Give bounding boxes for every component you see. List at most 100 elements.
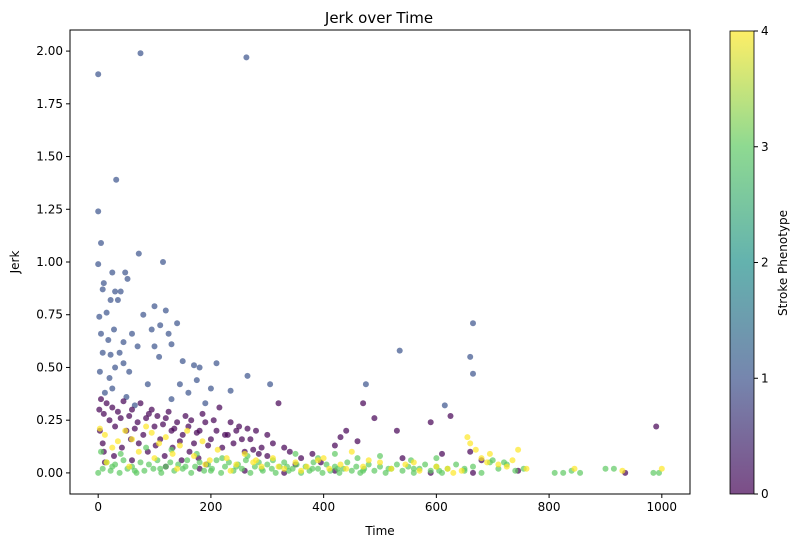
data-point [422,461,429,468]
data-point [486,450,493,457]
data-point [160,421,166,428]
data-point [382,469,389,476]
data-point [577,469,584,476]
data-point [143,415,150,422]
data-point [365,461,372,468]
data-point [444,465,451,472]
data-point [176,438,183,445]
data-point [151,303,158,310]
data-point [191,362,197,369]
data-point [100,410,107,417]
data-point [253,427,259,434]
data-point [99,349,106,356]
data-point [124,275,131,282]
data-point [523,465,530,472]
data-point [216,404,223,411]
data-point [472,446,479,453]
data-point [201,467,208,474]
data-point [162,463,169,470]
data-point [99,286,106,293]
data-point [326,465,333,472]
y-tick-label: 0.00 [36,466,63,480]
data-point [268,465,275,472]
data-point [96,425,103,432]
data-point [96,313,103,320]
data-point [135,440,142,447]
y-tick-label: 0.25 [36,413,63,427]
y-tick-label: 0.50 [36,360,63,374]
data-point [348,467,355,474]
data-point [143,444,150,451]
data-point [117,288,124,295]
data-point [281,469,288,476]
data-point [206,457,213,464]
data-point [410,459,417,466]
data-point [135,448,142,455]
data-point [174,320,181,327]
data-point [344,459,351,466]
data-point [120,457,127,464]
data-point [111,453,117,459]
data-point [393,427,400,434]
data-point [269,455,276,462]
data-point [151,343,158,350]
data-point [320,455,327,462]
data-point [202,461,209,468]
data-point [106,417,113,424]
data-point [360,463,367,470]
data-point [145,461,152,468]
data-point [241,450,248,457]
data-point [154,413,161,419]
data-point [495,465,502,472]
data-point [95,469,102,476]
data-point [184,457,191,464]
data-point [416,467,423,474]
data-point [214,446,221,453]
data-point [264,431,271,438]
data-point [233,461,240,468]
data-point [160,259,166,265]
data-point [560,469,567,476]
data-point [267,381,274,388]
data-point [129,457,135,464]
data-point [281,444,288,451]
data-point [272,469,279,476]
data-point [464,434,471,441]
data-point [453,461,460,468]
data-point [179,431,186,438]
data-point [174,419,181,426]
data-point [360,467,367,474]
data-point [96,406,103,413]
scatter-points [95,50,665,476]
data-point [250,446,257,453]
data-point [410,469,417,476]
data-point [134,343,141,350]
data-point [126,463,133,470]
y-tick-label: 1.00 [36,255,63,269]
data-point [388,465,395,472]
data-point [123,394,130,400]
data-point [247,436,254,443]
data-point [205,442,212,449]
data-point [151,423,158,430]
data-point [360,400,367,407]
data-point [396,347,403,354]
data-point [243,54,250,61]
data-point [362,381,369,388]
data-point [258,463,265,470]
data-point [129,330,135,337]
data-point [176,381,183,388]
data-point [141,467,148,474]
data-point [95,261,102,268]
data-point [484,459,491,466]
data-point [191,440,197,447]
data-point [450,469,457,476]
data-point [439,450,445,457]
data-point [106,375,113,381]
data-point [371,467,378,474]
data-point [512,467,519,474]
data-point [112,423,119,430]
data-point [182,413,189,419]
data-point [111,326,117,333]
data-point [103,459,110,466]
